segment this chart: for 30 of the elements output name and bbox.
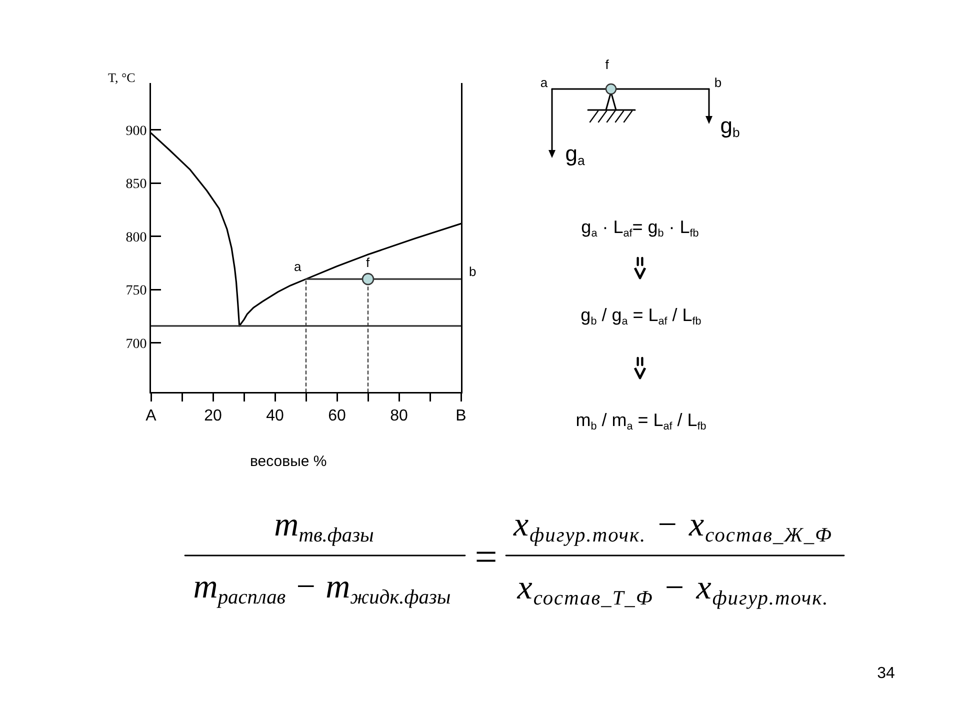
- y-tick-label: 850: [126, 177, 147, 192]
- x-tick-label: 60: [328, 408, 346, 425]
- text: f: [605, 56, 609, 72]
- y-tick-label: 800: [126, 230, 147, 246]
- x-tick-label: 20: [204, 408, 222, 425]
- annotation: f: [366, 255, 370, 270]
- x-tick-label: 40: [266, 408, 284, 425]
- y-tick-label: 900: [126, 124, 147, 139]
- text: a: [540, 74, 548, 90]
- text: m$_{тв.фазы}$: [274, 506, 374, 546]
- text: m$_{b}$ / m$_{a}$ = L$_{af}$ / L$_{fb}$: [576, 410, 706, 432]
- text: g$_{b}$: [720, 112, 740, 140]
- text: m$_{расплав}$ − m$_{жидк.фазы}$: [193, 568, 451, 608]
- y-tick-label: 700: [126, 336, 147, 352]
- text: g$_{a}$: [565, 140, 585, 168]
- text: g$_{b}$ / g$_{a}$ = L$_{af}$ / L$_{fb}$: [580, 305, 702, 328]
- x-tick-label: 80: [390, 408, 408, 425]
- text: b: [714, 74, 722, 90]
- y-axis-title: T, °C: [108, 70, 136, 85]
- text: =: [474, 534, 498, 579]
- text: g$_{a}$ · L$_{af}$= g$_{b}$ · L$_{fb}$: [581, 217, 699, 240]
- annotation: b: [469, 264, 476, 279]
- text: 34: [877, 665, 895, 683]
- annotation: a: [294, 259, 302, 274]
- x-axis-title: весовые %: [250, 453, 327, 470]
- x-tick-label: B: [456, 408, 466, 425]
- text: x$_{фигур.точк.}$ − x$_{состав_Ж_Ф}$: [514, 506, 832, 546]
- x-tick-label: A: [146, 408, 157, 425]
- y-tick-label: 750: [126, 284, 147, 299]
- text: x$_{состав_Т_Ф}$ − x$_{фигур.точк.}$: [517, 569, 829, 610]
